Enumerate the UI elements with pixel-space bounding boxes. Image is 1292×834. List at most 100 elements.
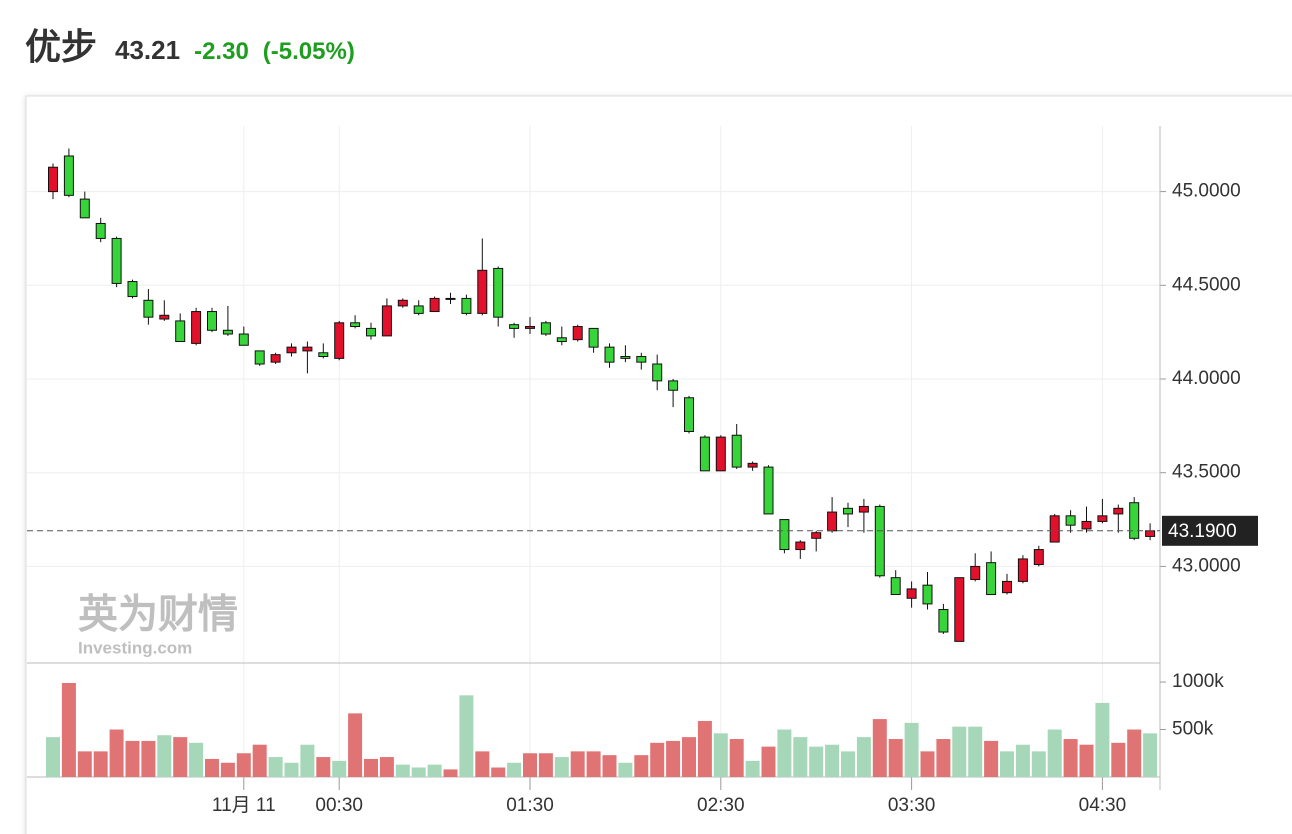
candle-body [636,356,647,363]
candle-body [191,311,202,344]
candle-body [48,166,58,193]
candle-body [429,297,440,313]
volume-bar [348,713,363,777]
y-tick-label: 44.5000 [1172,274,1241,295]
volume-bar [761,746,776,777]
volume-bar [952,726,967,777]
candle-body [668,380,679,391]
volume-bar [936,739,951,777]
x-tick-label: 00:30 [315,795,363,816]
volume-bar [1047,729,1062,777]
volume-bar [650,742,665,777]
candle-body [270,354,281,363]
candle-body [461,297,472,314]
candle-body [922,584,933,605]
volume-bar [920,751,935,777]
candle-body [827,511,838,532]
candle-body [397,299,408,307]
candle-body [795,541,806,551]
volume-bar [904,722,919,777]
volume-bar [284,762,299,777]
candle-body [286,346,297,354]
candle-body [572,326,583,341]
volume-bar [125,740,140,777]
candle-body [970,565,981,581]
chart-frame [25,95,1292,834]
x-tick-label: 11月 11 [212,795,276,816]
volume-bar [682,737,696,777]
candle-body [254,350,265,365]
y-tick-label: 45.0000 [1172,181,1241,202]
candle-body [588,327,599,348]
candle-body [302,346,313,352]
candle-body [986,562,997,596]
volume-bar [586,751,601,777]
candle-body [779,519,790,551]
candle-body [540,322,551,335]
candle-body [763,466,774,515]
volume-bar [984,740,999,777]
stock-price: 43.21 [115,35,181,65]
candle-body [493,267,504,318]
candle-body [111,237,122,284]
candle-body [445,297,456,300]
candle-body [175,320,186,343]
volume-bar [1031,751,1046,777]
volume-bar [538,753,553,777]
candle-body [604,346,615,363]
y-tick-label: 44.0000 [1172,368,1241,389]
volume-bar [888,739,903,777]
volume-bar [856,737,871,777]
volume-bar [841,751,855,777]
candle-body [874,505,885,577]
volume-bar [1095,702,1110,777]
volume-bar [618,762,633,777]
volume-bar [507,762,522,777]
candle-body [890,577,901,596]
last-price-label: 43.1900 [1168,521,1237,542]
candle-body [1081,520,1092,530]
candle-body [509,324,520,329]
volume-bar [109,729,124,777]
volume-bar [61,682,76,777]
price-change: -2.30 [194,38,249,65]
candle-body [350,322,361,328]
candle-body [858,505,869,513]
volume-bar [1111,742,1126,777]
candle-body [477,269,488,314]
volume-bar [252,744,267,777]
candle-body [747,462,758,468]
candle-body [684,397,694,432]
volume-bar [141,740,156,777]
volume-bar [968,726,983,777]
candle-body [525,326,535,329]
volume-bar [93,751,108,777]
stock-name: 优步 [25,26,98,67]
candle-body [318,352,329,358]
candle-body [843,507,853,515]
volume-bar [189,742,204,777]
volume-bar [729,739,744,777]
volume-bar [379,757,394,777]
candle-body [381,305,392,337]
volume-bar [1063,739,1078,777]
volume-bar [364,758,378,777]
y-tick-label: 500k [1172,719,1214,740]
candle-body [207,311,217,331]
volume-bar [872,719,887,777]
volume-bar [205,758,219,777]
candle-body [556,337,567,343]
candle-body [954,577,965,642]
last-price-box [1162,515,1258,546]
watermark-brand: 英为财情 [78,593,238,637]
header: 优步 43.21 -2.30 (-5.05%) [25,18,355,70]
candle-body [652,363,663,382]
volume-bar [570,751,585,777]
volume-bar [220,762,235,777]
candle-body [79,198,90,219]
volume-bar [395,764,410,777]
volume-bar [411,767,426,777]
volume-bar [236,753,251,777]
volume-bar [300,744,315,777]
volume-bar [157,735,172,777]
